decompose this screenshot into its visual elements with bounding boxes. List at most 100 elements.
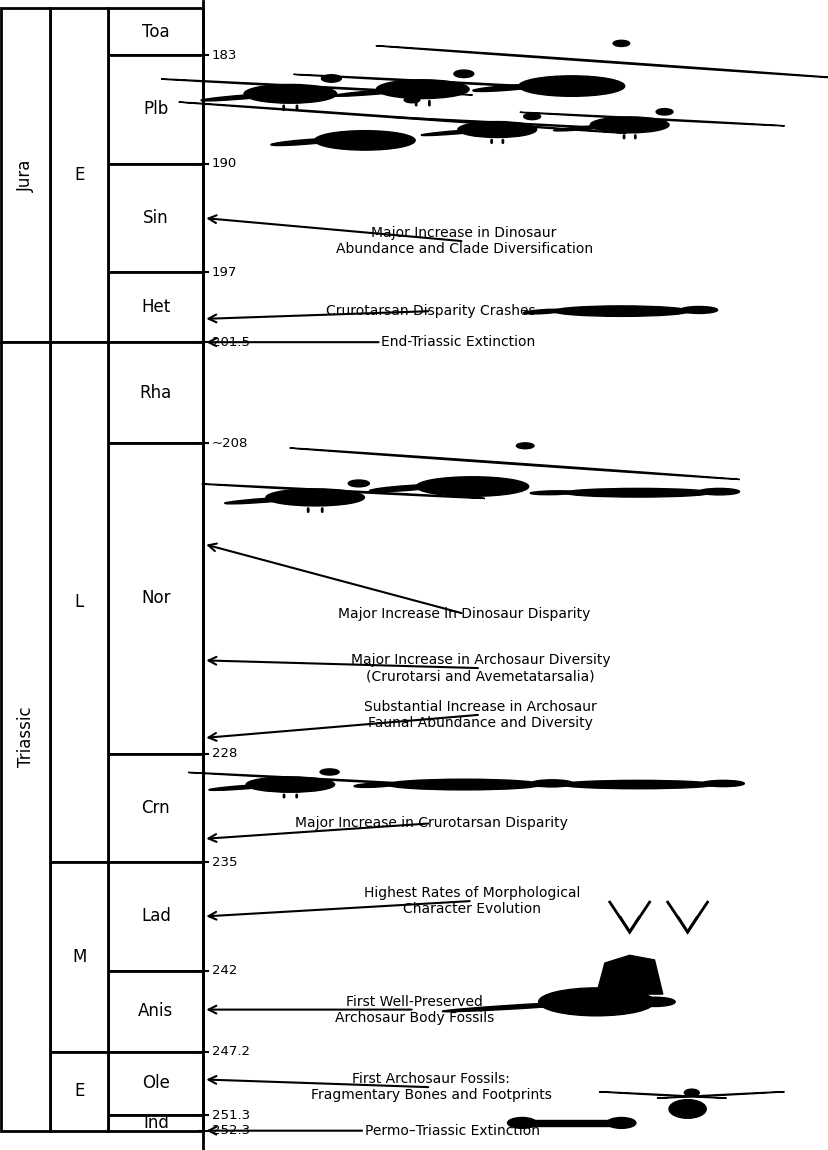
Bar [108,1051,203,1116]
Text: E: E [74,167,84,184]
Ellipse shape [530,491,575,494]
Bar [108,443,203,753]
Ellipse shape [224,497,300,504]
Ellipse shape [289,448,739,480]
Text: Major Increase in Dinosaur
Abundance and Clade Diversification: Major Increase in Dinosaur Abundance and… [335,227,592,256]
Ellipse shape [698,489,739,494]
Bar [108,343,203,443]
Ellipse shape [518,76,624,97]
Text: Plb: Plb [143,100,168,118]
Ellipse shape [333,89,412,97]
Text: 183: 183 [211,48,237,61]
Text: Crurotarsan Disparity Crashes: Crurotarsan Disparity Crashes [326,304,535,319]
Bar [108,55,203,163]
Text: 197: 197 [211,266,237,278]
Text: 190: 190 [211,158,237,170]
Ellipse shape [348,480,369,486]
Bar [523,1120,619,1126]
Text: E: E [74,1082,84,1101]
Ellipse shape [376,79,469,99]
Text: Sin: Sin [143,209,168,227]
Bar [108,971,203,1051]
Text: End-Triassic Extinction: End-Triassic Extinction [381,335,535,350]
Text: Major Increase in Dinosaur Disparity: Major Increase in Dinosaur Disparity [338,607,590,621]
Ellipse shape [519,113,784,125]
Ellipse shape [404,97,419,102]
Ellipse shape [701,781,744,787]
Polygon shape [596,956,662,994]
Ellipse shape [590,117,668,133]
Ellipse shape [293,75,604,91]
Text: Substantial Increase in Archosaur
Faunal Abundance and Diversity: Substantial Increase in Archosaur Faunal… [363,699,596,730]
Ellipse shape [387,117,652,131]
Ellipse shape [161,79,472,95]
Ellipse shape [314,131,415,151]
Ellipse shape [656,1091,784,1098]
Text: Major Increase in Crurotarsan Disparity: Major Increase in Crurotarsan Disparity [294,816,567,830]
Bar [51,1051,108,1130]
Text: 252.3: 252.3 [211,1125,249,1137]
Text: Crn: Crn [142,799,170,816]
Ellipse shape [516,443,533,448]
Bar [51,862,108,1051]
Ellipse shape [563,489,711,497]
Ellipse shape [560,781,715,789]
Bar [108,1116,203,1130]
Ellipse shape [655,108,672,115]
Text: 242: 242 [211,965,237,977]
Ellipse shape [531,780,572,787]
Text: Anis: Anis [138,1002,173,1020]
Ellipse shape [369,484,441,492]
Text: Triassic: Triassic [17,706,35,767]
Text: 251.3: 251.3 [211,1109,249,1121]
Ellipse shape [416,477,528,497]
Ellipse shape [668,1099,705,1118]
Text: Rha: Rha [140,384,171,401]
Bar [108,753,203,862]
Ellipse shape [523,113,540,120]
Ellipse shape [320,769,339,775]
Ellipse shape [387,780,541,790]
Text: Nor: Nor [141,589,171,607]
Ellipse shape [454,70,473,77]
Ellipse shape [421,129,489,136]
Ellipse shape [188,773,443,785]
Ellipse shape [680,306,717,314]
Text: First Well-Preserved
Archosaur Body Fossils: First Well-Preserved Archosaur Body Foss… [335,995,493,1025]
Bar [51,8,108,343]
Text: Toa: Toa [142,23,170,40]
Text: Lad: Lad [141,907,171,926]
Bar [108,163,203,273]
Text: L: L [75,593,84,611]
Ellipse shape [200,93,280,101]
Text: Het: Het [141,298,171,316]
Ellipse shape [375,46,828,78]
Bar [108,273,203,343]
Ellipse shape [633,997,674,1006]
Text: Ind: Ind [142,1114,169,1132]
Ellipse shape [472,84,544,92]
Ellipse shape [266,489,364,506]
Ellipse shape [683,1089,698,1096]
Text: 201.5: 201.5 [211,336,249,348]
Ellipse shape [613,40,629,46]
Bar [1,8,51,343]
Ellipse shape [553,124,621,131]
Text: 247.2: 247.2 [211,1045,249,1058]
Text: Ole: Ole [142,1074,170,1092]
Ellipse shape [321,75,341,82]
Ellipse shape [441,1002,601,1012]
Text: First Archosaur Fossils:
Fragmentary Bones and Footprints: First Archosaur Fossils: Fragmentary Bon… [310,1072,551,1103]
Ellipse shape [201,484,484,498]
Ellipse shape [457,122,536,138]
Bar [108,862,203,971]
Text: 228: 228 [211,748,237,760]
Ellipse shape [209,784,277,790]
Bar [51,343,108,862]
Ellipse shape [606,1118,635,1128]
Ellipse shape [271,138,339,146]
Ellipse shape [354,783,398,788]
Text: Major Increase in Archosaur Diversity
(Crurotarsi and Avemetatarsalia): Major Increase in Archosaur Diversity (C… [350,653,609,683]
Bar [108,8,203,55]
Text: Jura: Jura [17,159,35,192]
